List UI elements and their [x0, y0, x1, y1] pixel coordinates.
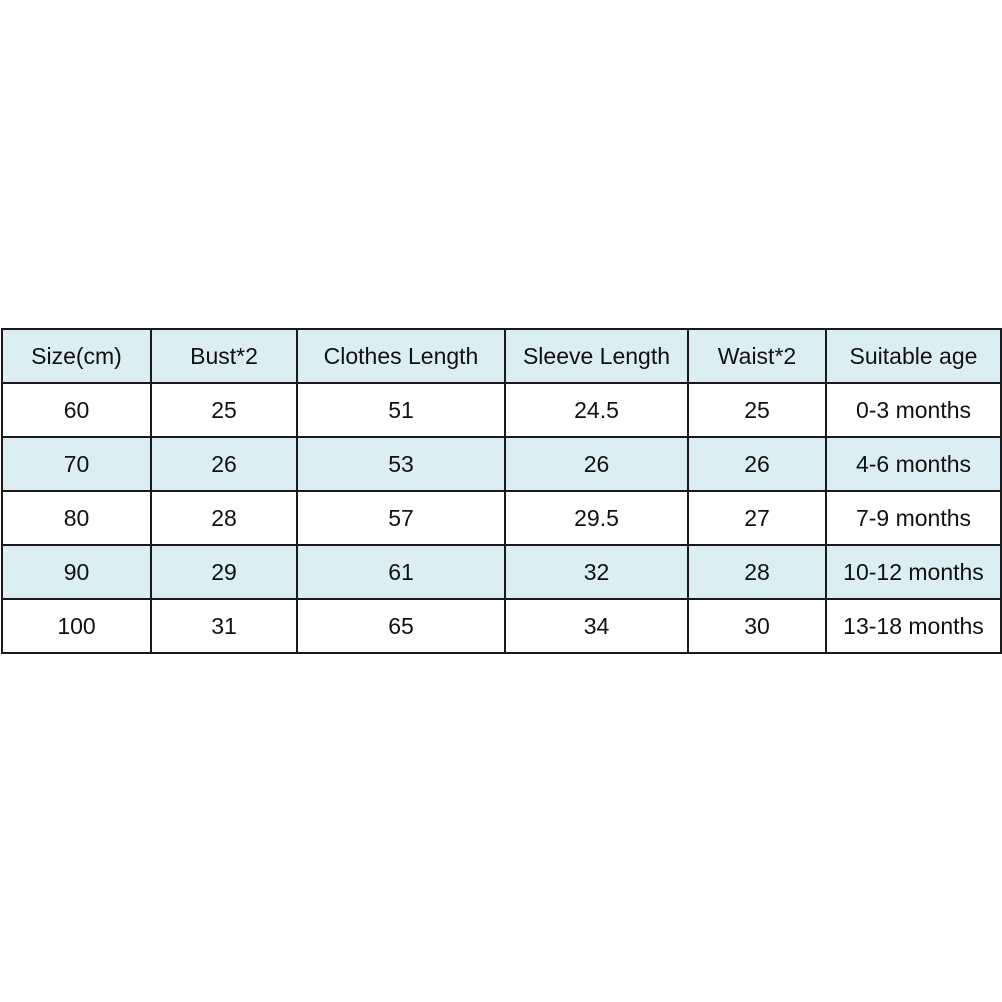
header-bust: Bust*2 — [150, 328, 298, 384]
cell-sleeve-length: 34 — [504, 598, 689, 654]
cell-bust: 28 — [150, 490, 298, 546]
cell-sleeve-length: 26 — [504, 436, 689, 492]
cell-suitable-age: 0-3 months — [825, 382, 1002, 438]
cell-waist: 27 — [687, 490, 827, 546]
cell-sleeve-length: 24.5 — [504, 382, 689, 438]
table-row: 80 28 57 29.5 27 7-9 months — [1, 490, 1002, 546]
cell-clothes-length: 53 — [296, 436, 506, 492]
cell-bust: 26 — [150, 436, 298, 492]
table-row: 60 25 51 24.5 25 0-3 months — [1, 382, 1002, 438]
table-row: 70 26 53 26 26 4-6 months — [1, 436, 1002, 492]
cell-sleeve-length: 32 — [504, 544, 689, 600]
cell-clothes-length: 61 — [296, 544, 506, 600]
header-size: Size(cm) — [1, 328, 152, 384]
cell-suitable-age: 4-6 months — [825, 436, 1002, 492]
cell-size: 100 — [1, 598, 152, 654]
cell-waist: 30 — [687, 598, 827, 654]
cell-clothes-length: 65 — [296, 598, 506, 654]
table-row: 90 29 61 32 28 10-12 months — [1, 544, 1002, 600]
header-waist: Waist*2 — [687, 328, 827, 384]
cell-bust: 31 — [150, 598, 298, 654]
size-chart-table: Size(cm) Bust*2 Clothes Length Sleeve Lengt… — [1, 328, 1002, 654]
cell-sleeve-length: 29.5 — [504, 490, 689, 546]
header-row: Size(cm) Bust*2 Clothes Length Sleeve Lengt… — [1, 328, 1002, 384]
cell-bust: 25 — [150, 382, 298, 438]
cell-waist: 25 — [687, 382, 827, 438]
cell-size: 70 — [1, 436, 152, 492]
cell-bust: 29 — [150, 544, 298, 600]
header-clothes-length: Clothes Length — [296, 328, 506, 384]
header-sleeve-length: Sleeve Length — [504, 328, 689, 384]
cell-size: 90 — [1, 544, 152, 600]
cell-clothes-length: 51 — [296, 382, 506, 438]
cell-suitable-age: 7-9 months — [825, 490, 1002, 546]
cell-size: 60 — [1, 382, 152, 438]
header-suitable-age: Suitable age — [825, 328, 1002, 384]
cell-size: 80 — [1, 490, 152, 546]
cell-waist: 26 — [687, 436, 827, 492]
table-row: 100 31 65 34 30 13-18 months — [1, 598, 1002, 654]
cell-waist: 28 — [687, 544, 827, 600]
cell-suitable-age: 10-12 months — [825, 544, 1002, 600]
cell-clothes-length: 57 — [296, 490, 506, 546]
cell-suitable-age: 13-18 months — [825, 598, 1002, 654]
